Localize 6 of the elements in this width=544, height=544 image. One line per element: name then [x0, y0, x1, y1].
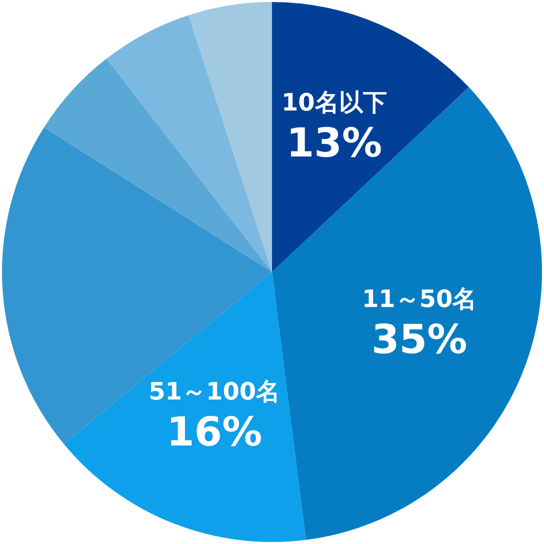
slice-label: 51～100名 [148, 378, 280, 406]
slice-label: 10名以下 [281, 88, 387, 116]
data-label: 13% [286, 120, 382, 166]
data-label: 16% [166, 410, 262, 456]
data-label: 35% [371, 317, 468, 364]
slice-label: 11～50名 [362, 285, 477, 314]
